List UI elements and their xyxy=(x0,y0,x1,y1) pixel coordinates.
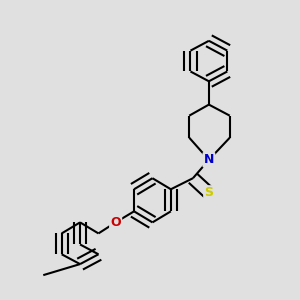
Text: N: N xyxy=(204,153,214,166)
Text: O: O xyxy=(110,216,121,229)
Text: S: S xyxy=(204,186,213,200)
